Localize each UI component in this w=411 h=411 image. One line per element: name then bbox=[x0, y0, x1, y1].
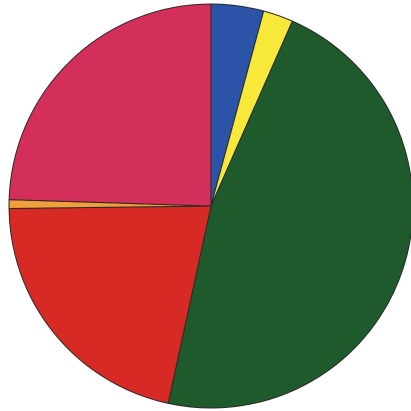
pie-slice-4 bbox=[8, 205, 212, 405]
pie-slice-6 bbox=[8, 3, 212, 207]
pie-slice-3 bbox=[167, 20, 411, 409]
